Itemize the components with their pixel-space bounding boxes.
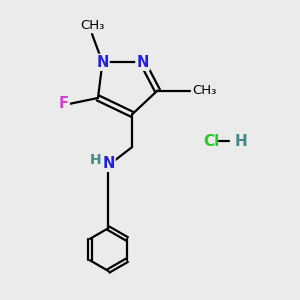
Text: N: N	[136, 55, 149, 70]
Text: F: F	[59, 96, 69, 111]
Text: Cl: Cl	[203, 134, 220, 148]
Text: N: N	[96, 55, 109, 70]
Text: CH₃: CH₃	[193, 84, 217, 97]
Text: H: H	[235, 134, 248, 148]
Text: N: N	[102, 156, 115, 171]
Text: CH₃: CH₃	[80, 19, 104, 32]
Text: H: H	[90, 153, 102, 167]
